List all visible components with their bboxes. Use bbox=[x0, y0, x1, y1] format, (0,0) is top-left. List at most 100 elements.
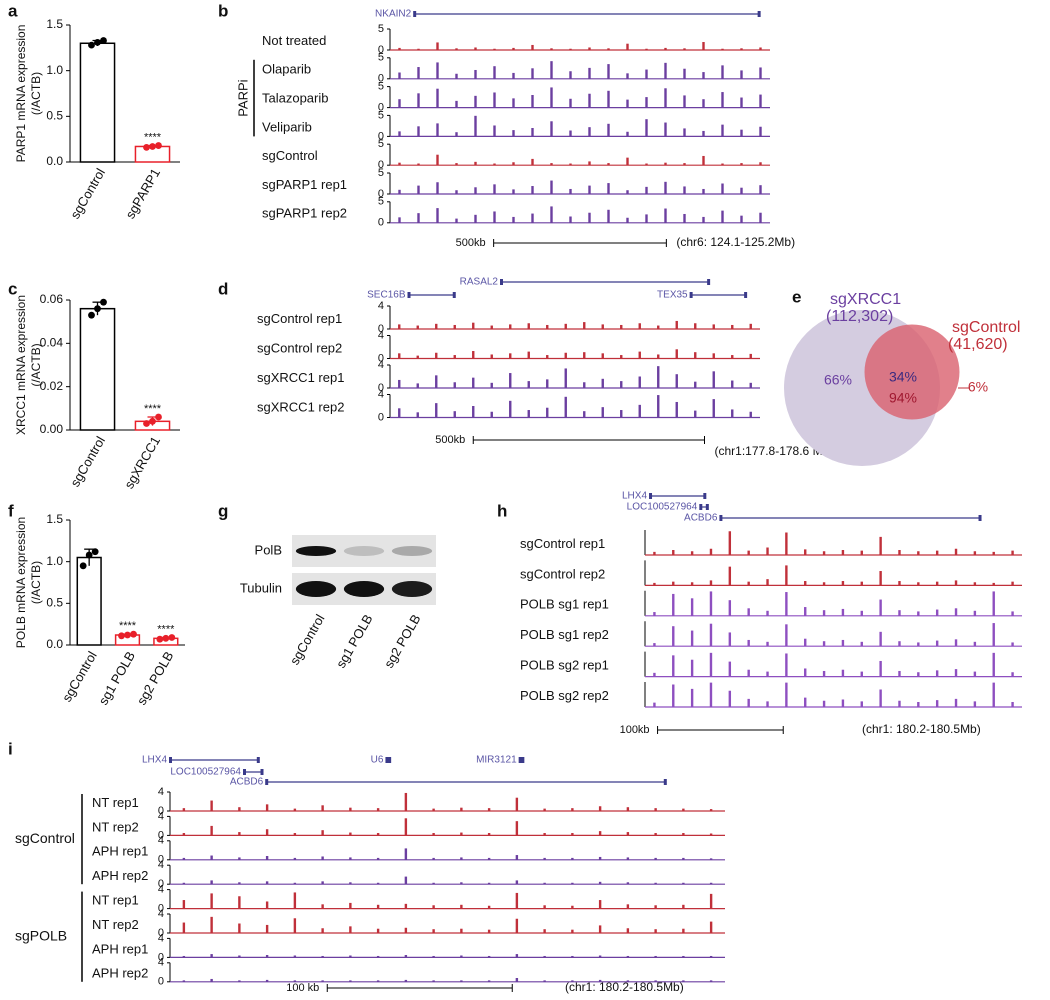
signal-peak bbox=[879, 631, 882, 647]
gene-label: LHX4 bbox=[142, 755, 167, 766]
y-tick-label: 4 bbox=[378, 359, 384, 371]
signal-peak bbox=[546, 407, 549, 418]
signal-peak bbox=[404, 818, 408, 836]
signal-peak bbox=[598, 979, 602, 982]
signal-peak bbox=[531, 95, 534, 108]
track-label: POLB sg2 rep1 bbox=[520, 658, 609, 673]
signal-peak bbox=[1011, 550, 1014, 555]
signal-peak bbox=[740, 48, 743, 50]
signal-peak bbox=[766, 671, 769, 677]
signal-peak bbox=[293, 808, 297, 811]
region-label: (chr6: 124.1-125.2Mb) bbox=[676, 235, 795, 249]
signal-peak bbox=[588, 212, 591, 223]
gene-label: LHX4 bbox=[622, 491, 647, 502]
gene-exon bbox=[689, 292, 693, 298]
signal-peak bbox=[638, 404, 641, 418]
signal-peak bbox=[785, 565, 788, 586]
gene-label: MIR3121 bbox=[476, 755, 517, 766]
signal-peak bbox=[453, 411, 456, 418]
signal-peak bbox=[571, 857, 574, 860]
track-label: sgControl rep1 bbox=[257, 311, 342, 326]
signal-peak bbox=[626, 882, 630, 885]
signal-peak bbox=[210, 916, 213, 933]
track-label: Veliparib bbox=[262, 119, 312, 134]
signal-peak bbox=[690, 582, 694, 586]
signal-peak bbox=[992, 591, 995, 616]
signal-peak bbox=[527, 323, 530, 329]
track-label: NT rep1 bbox=[92, 795, 139, 810]
signal-peak bbox=[601, 353, 604, 359]
signal-peak bbox=[349, 857, 352, 860]
signal-peak bbox=[404, 979, 408, 982]
signal-peak bbox=[455, 190, 458, 194]
track-label: POLB sg1 rep1 bbox=[520, 597, 609, 612]
x-tick-label: sg1 POLB bbox=[95, 649, 138, 708]
signal-peak bbox=[841, 550, 845, 555]
signal-peak bbox=[785, 653, 788, 677]
signal-peak bbox=[898, 581, 901, 586]
signal-peak bbox=[749, 382, 752, 388]
y-tick-label: 0.0 bbox=[46, 637, 63, 651]
panel-letter: g bbox=[218, 501, 228, 520]
signal-peak bbox=[601, 378, 604, 388]
signal-peak bbox=[740, 163, 743, 166]
signal-peak bbox=[265, 856, 269, 860]
signal-peak bbox=[709, 833, 713, 836]
y-tick-label: 0 bbox=[378, 352, 384, 364]
track-label: NT rep2 bbox=[92, 819, 139, 834]
signal-peak bbox=[404, 927, 408, 933]
signal-peak bbox=[860, 581, 863, 586]
signal-peak bbox=[917, 611, 920, 616]
y-axis-label: PARP1 mRNA expression bbox=[14, 25, 28, 163]
x-tick-label: sgControl bbox=[67, 166, 108, 222]
signal-peak bbox=[265, 901, 269, 909]
scale-bar-label: 500kb bbox=[435, 434, 465, 446]
signal-peak bbox=[487, 808, 491, 811]
signal-peak bbox=[417, 48, 420, 50]
signal-peak bbox=[432, 882, 435, 885]
y-tick-label: 0 bbox=[158, 927, 164, 939]
signal-peak bbox=[182, 900, 186, 909]
y-tick-label: 4 bbox=[158, 957, 164, 969]
signal-peak bbox=[515, 918, 519, 933]
signal-peak bbox=[709, 623, 713, 647]
signal-peak bbox=[731, 409, 734, 418]
signal-peak bbox=[1011, 611, 1014, 616]
gene-label: U6 bbox=[371, 755, 384, 766]
signal-peak bbox=[472, 322, 475, 329]
gene-exon bbox=[978, 515, 982, 521]
signal-peak bbox=[571, 882, 574, 885]
blot-row-label: Tubulin bbox=[240, 580, 282, 595]
signal-peak bbox=[1011, 702, 1014, 707]
signal-peak bbox=[349, 980, 352, 982]
gene-label: ACBD6 bbox=[230, 777, 264, 788]
signal-peak bbox=[860, 610, 863, 616]
signal-peak bbox=[626, 43, 629, 50]
signal-peak bbox=[626, 955, 630, 958]
signal-peak bbox=[709, 809, 713, 811]
signal-peak bbox=[645, 97, 648, 108]
gene-exon bbox=[703, 493, 707, 499]
y-tick-label: 1.0 bbox=[46, 63, 63, 77]
signal-peak bbox=[898, 700, 901, 707]
signal-peak bbox=[917, 582, 920, 586]
gene-exon bbox=[169, 757, 172, 763]
signal-peak bbox=[509, 353, 512, 359]
signal-peak bbox=[182, 808, 186, 811]
signal-peak bbox=[620, 355, 623, 359]
signal-peak bbox=[417, 126, 420, 137]
signal-peak bbox=[265, 955, 269, 958]
signal-peak bbox=[435, 352, 438, 359]
signal-peak bbox=[435, 323, 438, 329]
y-tick-label: 0.06 bbox=[40, 292, 64, 306]
signal-peak bbox=[588, 185, 591, 194]
signal-peak bbox=[210, 800, 213, 811]
signal-peak bbox=[682, 882, 685, 885]
gene-exon bbox=[705, 504, 709, 510]
gene-exon bbox=[707, 279, 711, 285]
signal-peak bbox=[675, 401, 678, 418]
signal-peak bbox=[543, 833, 546, 836]
signal-peak bbox=[598, 881, 602, 885]
y-tick-label: 0.00 bbox=[40, 422, 64, 436]
track-label: sgXRCC1 rep1 bbox=[257, 370, 344, 385]
